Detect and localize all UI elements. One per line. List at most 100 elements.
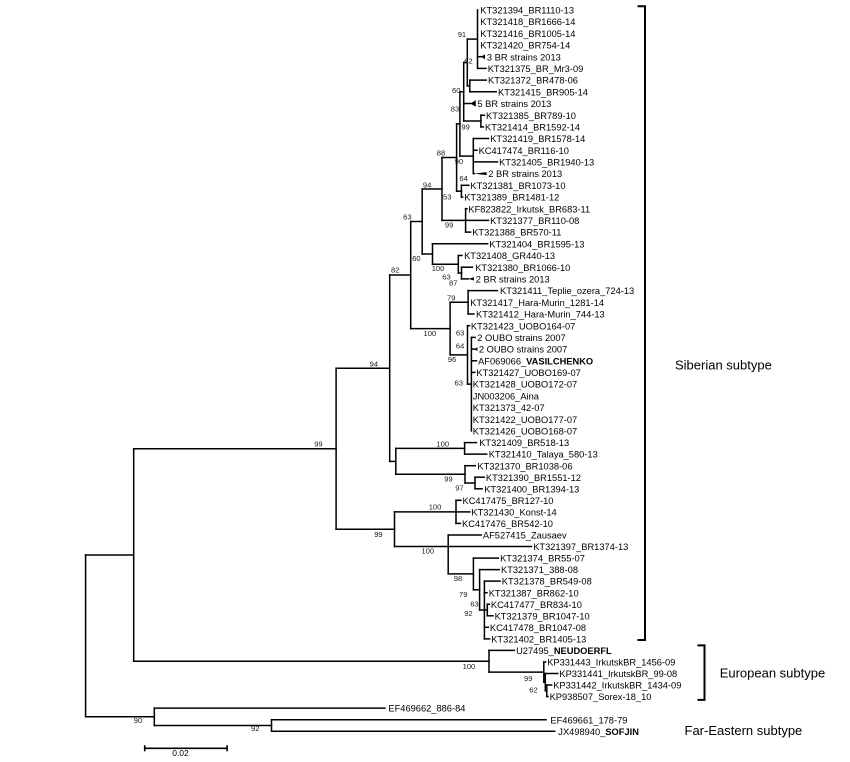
svg-text:100: 100	[424, 329, 437, 338]
svg-text:100: 100	[436, 440, 449, 449]
svg-text:AF527415_Zausaev: AF527415_Zausaev	[483, 531, 567, 541]
svg-text:92: 92	[464, 609, 472, 618]
svg-text:KC417474_BR116-10: KC417474_BR116-10	[479, 146, 569, 156]
svg-text:KT321410_Talaya_580-13: KT321410_Talaya_580-13	[489, 450, 598, 460]
svg-text:60: 60	[412, 254, 420, 263]
svg-text:Siberian subtype: Siberian subtype	[675, 358, 772, 373]
svg-text:EF469661_178-79: EF469661_178-79	[550, 715, 627, 725]
svg-text:KC417478_BR1047-08: KC417478_BR1047-08	[490, 623, 586, 633]
svg-text:KT321390_BR1551-12: KT321390_BR1551-12	[486, 473, 581, 483]
svg-text:KT321378_BR549-08: KT321378_BR549-08	[502, 577, 592, 587]
svg-text:100: 100	[421, 547, 434, 556]
svg-text:KT321374_BR55-07: KT321374_BR55-07	[500, 554, 585, 564]
svg-text:KT321414_BR1592-14: KT321414_BR1592-14	[485, 123, 580, 133]
svg-text:KT321428_UOBO172-07: KT321428_UOBO172-07	[473, 380, 577, 390]
svg-text:KT321426_UOBO168-07: KT321426_UOBO168-07	[473, 427, 577, 437]
svg-text:99: 99	[374, 530, 382, 539]
svg-text:92: 92	[251, 724, 259, 733]
svg-text:KF823822_Irkutsk_BR683-11: KF823822_Irkutsk_BR683-11	[468, 204, 590, 214]
svg-text:87: 87	[449, 279, 457, 288]
svg-text:KT321404_BR1595-13: KT321404_BR1595-13	[489, 239, 584, 249]
svg-text:63: 63	[442, 273, 450, 282]
svg-text:European subtype: European subtype	[720, 666, 826, 681]
svg-text:KT321389_BR1481-12: KT321389_BR1481-12	[464, 193, 559, 203]
svg-text:KP331442_IrkutskBR_1434-09: KP331442_IrkutskBR_1434-09	[553, 681, 681, 691]
svg-text:KT321385_BR789-10: KT321385_BR789-10	[486, 111, 576, 121]
svg-text:KT321418_BR1666-14: KT321418_BR1666-14	[480, 17, 575, 27]
svg-text:Far-Eastern subtype: Far-Eastern subtype	[685, 723, 803, 738]
svg-text:2 BR strains 2013: 2 BR strains 2013	[488, 169, 562, 179]
svg-text:KT321380_BR1066-10: KT321380_BR1066-10	[475, 263, 570, 273]
svg-text:KT321375_BR_Mr3-09: KT321375_BR_Mr3-09	[488, 64, 584, 74]
svg-text:KT321379_BR1047-10: KT321379_BR1047-10	[495, 611, 590, 621]
svg-text:KP331441_IrkutskBR_99-08: KP331441_IrkutskBR_99-08	[559, 669, 677, 679]
svg-text:KT321416_BR1005-14: KT321416_BR1005-14	[480, 29, 575, 39]
svg-text:79: 79	[459, 590, 467, 599]
svg-text:KT321371_388-08: KT321371_388-08	[501, 565, 578, 575]
svg-text:KC417476_BR542-10: KC417476_BR542-10	[462, 519, 553, 529]
svg-text:63: 63	[403, 212, 411, 221]
svg-text:79: 79	[447, 294, 455, 303]
svg-text:0.02: 0.02	[172, 748, 189, 757]
svg-text:KT321388_BR570-11: KT321388_BR570-11	[472, 228, 561, 238]
svg-text:KC417477_BR834-10: KC417477_BR834-10	[491, 600, 582, 610]
svg-text:2 OUBO strains 2007: 2 OUBO strains 2007	[477, 333, 565, 343]
svg-text:53: 53	[443, 192, 451, 201]
svg-text:KT321412_Hara-Murin_744-13: KT321412_Hara-Murin_744-13	[476, 310, 605, 320]
svg-text:JX498940_SOFJIN: JX498940_SOFJIN	[558, 727, 639, 737]
svg-text:KT321427_UOBO169-07: KT321427_UOBO169-07	[476, 368, 580, 378]
svg-text:KT321377_BR110-08: KT321377_BR110-08	[490, 216, 579, 226]
svg-text:KT321370_BR1038-06: KT321370_BR1038-06	[477, 461, 572, 471]
svg-text:96: 96	[448, 355, 456, 364]
svg-text:KT321423_UOBO164-07: KT321423_UOBO164-07	[471, 321, 575, 331]
svg-text:63: 63	[456, 328, 464, 337]
svg-text:90: 90	[134, 716, 142, 725]
svg-text:KT321387_BR862-10: KT321387_BR862-10	[489, 588, 579, 598]
svg-text:64: 64	[459, 174, 467, 183]
svg-text:63: 63	[455, 379, 463, 388]
svg-text:62: 62	[529, 686, 537, 695]
svg-text:KT321420_BR754-14: KT321420_BR754-14	[480, 41, 570, 51]
svg-text:U27495_NEUDOERFL: U27495_NEUDOERFL	[516, 646, 612, 656]
svg-text:83: 83	[451, 105, 459, 114]
svg-text:2 OUBO strains 2007: 2 OUBO strains 2007	[479, 345, 567, 355]
svg-text:KP938507_Sorex-18_10: KP938507_Sorex-18_10	[550, 692, 652, 702]
svg-text:90: 90	[455, 157, 463, 166]
svg-text:60: 60	[452, 86, 460, 95]
svg-text:91: 91	[458, 30, 466, 39]
svg-text:100: 100	[429, 502, 442, 511]
svg-text:99: 99	[461, 123, 469, 132]
svg-text:KT321394_BR1110-13: KT321394_BR1110-13	[480, 6, 574, 16]
svg-text:94: 94	[370, 360, 378, 369]
svg-text:62: 62	[464, 56, 472, 65]
svg-text:KT321408_GR440-13: KT321408_GR440-13	[464, 251, 555, 261]
svg-text:99: 99	[314, 440, 322, 449]
svg-text:KC417475_BR127-10: KC417475_BR127-10	[463, 496, 554, 506]
svg-text:KT321417_Hara-Murin_1281-14: KT321417_Hara-Murin_1281-14	[470, 298, 604, 308]
svg-text:2 BR strains 2013: 2 BR strains 2013	[476, 275, 550, 285]
svg-text:AF069066_VASILCHENKO: AF069066_VASILCHENKO	[478, 356, 593, 366]
svg-text:KT321373_42-07: KT321373_42-07	[473, 403, 545, 413]
svg-text:99: 99	[444, 475, 452, 484]
svg-text:KT321397_BR1374-13: KT321397_BR1374-13	[533, 542, 628, 552]
svg-text:5 BR strains 2013: 5 BR strains 2013	[477, 99, 551, 109]
svg-text:KT321411_Teplie_ozera_724-13: KT321411_Teplie_ozera_724-13	[500, 286, 634, 296]
svg-text:99: 99	[445, 221, 453, 230]
svg-text:98: 98	[454, 574, 462, 583]
svg-text:KT321405_BR1940-13: KT321405_BR1940-13	[499, 158, 594, 168]
svg-text:KT321430_Konst-14: KT321430_Konst-14	[471, 508, 556, 518]
svg-text:KT321419_BR1578-14: KT321419_BR1578-14	[490, 134, 585, 144]
svg-text:KT321415_BR905-14: KT321415_BR905-14	[498, 87, 588, 97]
svg-text:KT321409_BR518-13: KT321409_BR518-13	[479, 438, 569, 448]
svg-text:KT321372_BR478-06: KT321372_BR478-06	[488, 76, 578, 86]
svg-text:JN003206_Aina: JN003206_Aina	[473, 391, 540, 401]
svg-text:3 BR strains 2013: 3 BR strains 2013	[487, 52, 561, 62]
svg-text:KT321422_UOBO177-07: KT321422_UOBO177-07	[473, 415, 577, 425]
svg-text:KT321381_BR1073-10: KT321381_BR1073-10	[470, 181, 565, 191]
svg-text:64: 64	[456, 342, 464, 351]
svg-text:94: 94	[423, 181, 431, 190]
svg-text:63: 63	[470, 600, 478, 609]
svg-text:KT321400_BR1394-13: KT321400_BR1394-13	[484, 484, 579, 494]
svg-text:100: 100	[463, 662, 476, 671]
svg-text:KP331443_IrkutskBR_1456-09: KP331443_IrkutskBR_1456-09	[547, 658, 675, 668]
